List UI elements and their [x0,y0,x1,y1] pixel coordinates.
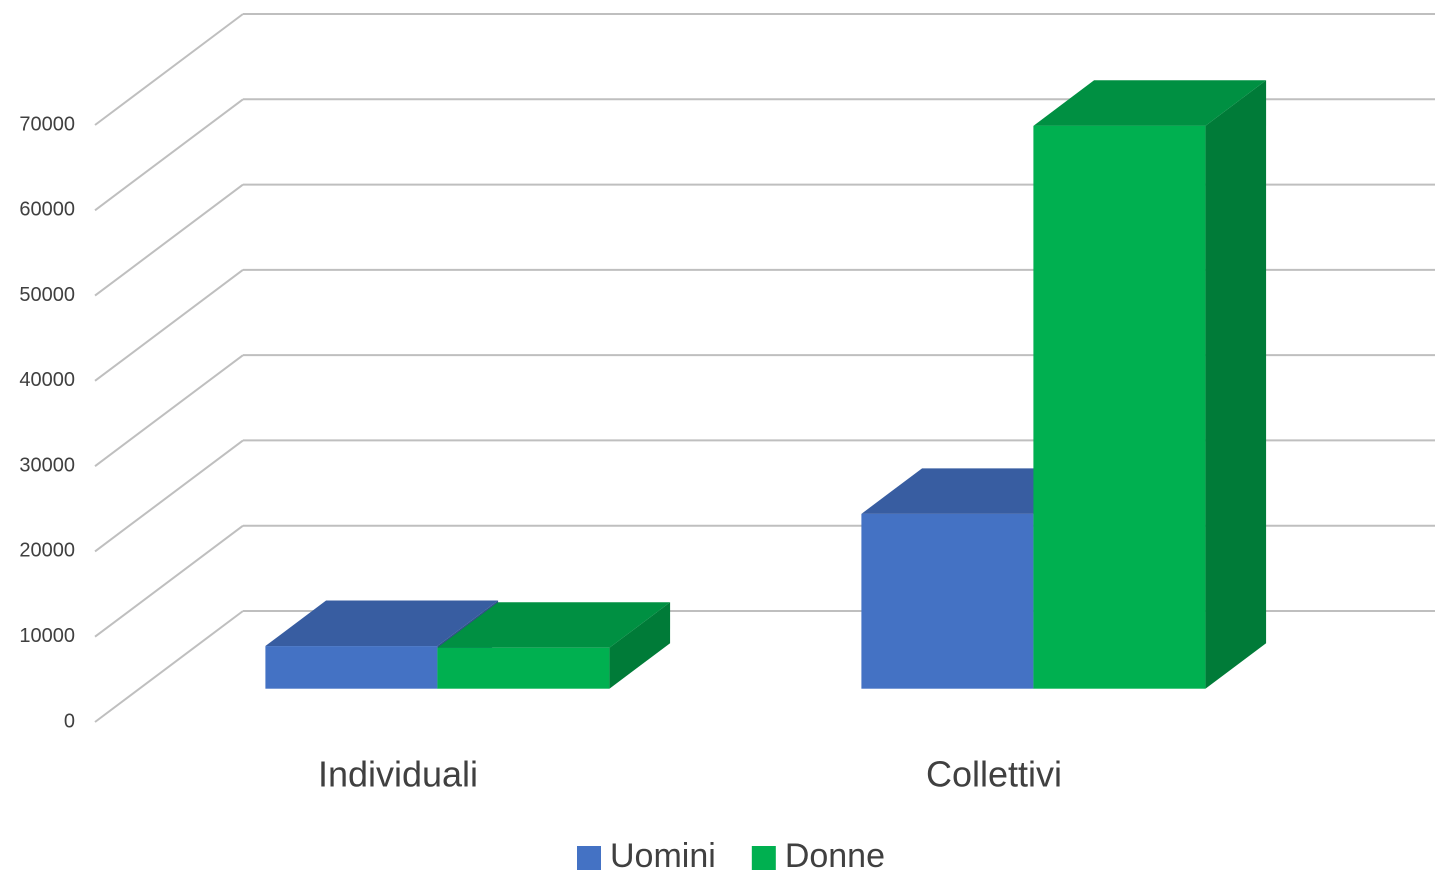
grid-line [94,269,244,382]
grid-line [94,183,244,297]
y-tick-label: 10000 [19,625,75,647]
y-tick-label: 40000 [19,369,75,391]
grid-line [94,610,244,723]
bar-top [265,600,499,647]
bar-side [1205,80,1267,689]
legend-swatch [751,846,776,870]
grid-line [94,524,244,638]
bar [437,647,610,689]
bar-top [437,602,671,648]
legend-label: Donne [785,837,885,874]
bar-top [1033,80,1267,126]
y-tick-label: 70000 [19,113,75,135]
grid-line [94,439,244,553]
x-tick-label: Individuali [318,754,478,795]
y-tick-label: 20000 [19,540,75,562]
bar [861,513,1034,689]
y-tick-label: 0 [64,710,75,732]
y-tick-label: 50000 [19,284,75,306]
bar-side [609,602,671,689]
bar [1033,125,1206,689]
y-tick-label: 30000 [19,454,75,476]
y-tick-label: 60000 [19,199,75,221]
grid-line [94,98,244,212]
x-tick-label: Collettivi [926,754,1062,795]
bar [265,646,438,689]
grid-line [94,13,244,126]
legend-swatch [577,846,601,870]
grid-line [94,354,244,467]
legend-label: Uomini [610,837,716,874]
